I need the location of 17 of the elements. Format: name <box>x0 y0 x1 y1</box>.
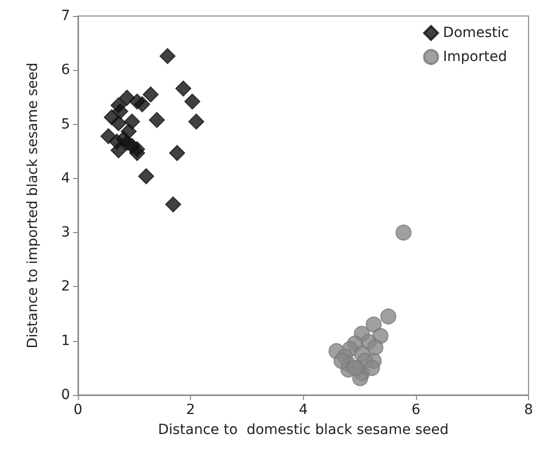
y-tick-label: 7 <box>61 8 70 24</box>
y-tick-label: 0 <box>61 387 70 403</box>
x-tick-label: 0 <box>74 402 82 418</box>
y-tick-label: 3 <box>61 224 70 241</box>
x-tick-label: 8 <box>524 402 534 418</box>
x-tick-label: 2 <box>186 402 196 418</box>
x-tick-label: 4 <box>298 402 308 418</box>
y-tick-label: 6 <box>61 62 70 78</box>
y-axis-title: Distance to imported black sesame seed <box>25 62 41 348</box>
y-tick-label: 2 <box>61 278 70 295</box>
y-tick-label: 1 <box>61 332 70 349</box>
legend-label: Imported <box>443 49 507 65</box>
x-tick-label: 6 <box>411 402 420 418</box>
legend-label: Domestic <box>443 25 509 41</box>
y-tick-label: 5 <box>61 116 70 132</box>
x-axis-title: Distance to domestic black sesame seed <box>158 422 449 438</box>
y-tick-label: 4 <box>61 170 70 186</box>
